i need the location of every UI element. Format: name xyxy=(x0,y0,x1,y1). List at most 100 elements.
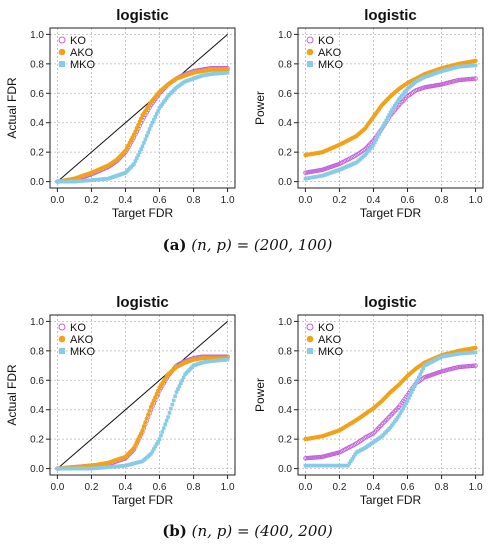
y-axis-label: Power xyxy=(253,378,267,412)
data-point-mko xyxy=(136,153,141,157)
data-point-mko xyxy=(409,390,414,394)
data-point-mko xyxy=(387,113,391,117)
y-tick-label: 1.0 xyxy=(278,317,292,328)
data-point-ako xyxy=(134,126,139,131)
data-point-mko xyxy=(373,140,377,144)
series-mko xyxy=(55,357,230,471)
diagonal-line xyxy=(57,321,228,469)
data-point-mko xyxy=(395,99,400,104)
data-point-mko xyxy=(350,457,355,461)
data-point-mko xyxy=(346,463,350,468)
caption-a: (a) (n, p) = (200, 100) xyxy=(0,236,495,254)
y-tick-label: 0.4 xyxy=(278,405,292,416)
series-mko xyxy=(303,63,478,181)
plot-frame xyxy=(49,27,236,189)
x-tick-label: 0.8 xyxy=(435,482,449,493)
legend-marker-ako xyxy=(306,335,314,343)
y-tick-label: 0.8 xyxy=(278,346,292,357)
data-point-mko xyxy=(392,103,397,108)
y-tick-label: 1.0 xyxy=(30,317,44,328)
diagonal-line xyxy=(57,34,228,182)
y-tick-label: 0.6 xyxy=(278,89,292,100)
data-point-ako xyxy=(473,58,478,63)
y-axis-label: Actual FDR xyxy=(5,77,19,139)
x-tick-label: 0.2 xyxy=(84,195,98,206)
data-point-ko xyxy=(473,363,478,368)
legend-label-ko: KO xyxy=(70,322,86,334)
data-point-mko xyxy=(176,387,180,391)
legend-label-mko: MKO xyxy=(318,346,344,358)
legend-marker-mko xyxy=(307,348,313,354)
legend-label-mko: MKO xyxy=(318,59,344,71)
data-point-ako xyxy=(136,122,141,128)
y-tick-label: 0.2 xyxy=(30,148,44,159)
y-tick-label: 0.8 xyxy=(30,346,44,357)
legend-label-ko: KO xyxy=(318,322,334,334)
data-point-mko xyxy=(407,396,411,400)
series-ko xyxy=(55,354,230,471)
data-point-mko xyxy=(414,381,418,386)
y-tick-label: 1.0 xyxy=(30,30,44,41)
data-point-mko xyxy=(143,137,148,142)
data-point-mko xyxy=(347,461,352,466)
x-tick-label: 0.0 xyxy=(298,482,312,493)
data-point-mko xyxy=(171,398,176,403)
series-ko xyxy=(303,76,478,175)
y-tick-label: 0.8 xyxy=(278,59,292,70)
x-tick-label: 0.8 xyxy=(435,195,449,206)
legend-marker-ako xyxy=(58,48,66,56)
y-tick-label: 0.6 xyxy=(30,376,44,387)
x-tick-label: 0.6 xyxy=(153,482,167,493)
legend-marker-ako xyxy=(306,48,314,56)
x-tick-label: 0.2 xyxy=(84,482,98,493)
legend-label-ako: AKO xyxy=(318,47,342,59)
data-point-mko xyxy=(417,375,421,380)
data-point-mko xyxy=(390,423,394,428)
series-ako xyxy=(55,356,230,471)
x-tick-label: 0.4 xyxy=(367,482,381,493)
data-point-mko xyxy=(163,98,167,102)
data-point-ako xyxy=(154,391,159,397)
data-point-mko xyxy=(150,449,155,454)
data-point-mko xyxy=(394,417,398,422)
data-point-mko xyxy=(225,70,230,75)
data-point-mko xyxy=(381,124,386,128)
x-tick-label: 0.0 xyxy=(50,195,64,206)
data-point-ako xyxy=(133,129,138,134)
data-point-mko xyxy=(166,415,170,419)
data-point-mko xyxy=(380,126,384,131)
data-point-mko xyxy=(139,147,143,152)
x-tick-label: 0.6 xyxy=(153,195,167,206)
data-point-mko xyxy=(421,366,425,371)
data-point-mko xyxy=(397,413,401,418)
data-point-mko xyxy=(153,444,158,449)
data-point-ako xyxy=(140,428,145,433)
data-point-mko xyxy=(405,399,410,403)
data-point-mko xyxy=(225,357,230,362)
data-point-ako xyxy=(151,398,156,403)
plot-frame xyxy=(49,314,236,476)
caption-b-text: (n, p) = (400, 200) xyxy=(191,522,333,540)
data-point-mko xyxy=(152,447,156,451)
data-point-mko xyxy=(377,132,381,136)
data-point-mko xyxy=(159,104,163,108)
data-point-ako xyxy=(147,408,152,413)
data-point-mko xyxy=(385,116,390,120)
x-tick-label: 1.0 xyxy=(221,195,235,206)
y-tick-label: 0.4 xyxy=(30,118,44,129)
data-point-ako xyxy=(143,420,148,425)
y-tick-label: 0.4 xyxy=(278,118,292,129)
series-ko xyxy=(303,363,478,461)
series-mko xyxy=(303,350,478,468)
data-point-ako xyxy=(225,67,230,72)
data-point-ako xyxy=(148,404,154,409)
data-point-mko xyxy=(348,459,353,464)
data-point-mko xyxy=(177,384,182,388)
legend-label-ko: KO xyxy=(318,35,334,47)
data-point-mko xyxy=(170,402,175,407)
data-point-mko xyxy=(140,144,145,149)
data-point-mko xyxy=(400,408,404,413)
data-point-mko xyxy=(180,378,185,383)
data-point-mko xyxy=(418,372,423,377)
